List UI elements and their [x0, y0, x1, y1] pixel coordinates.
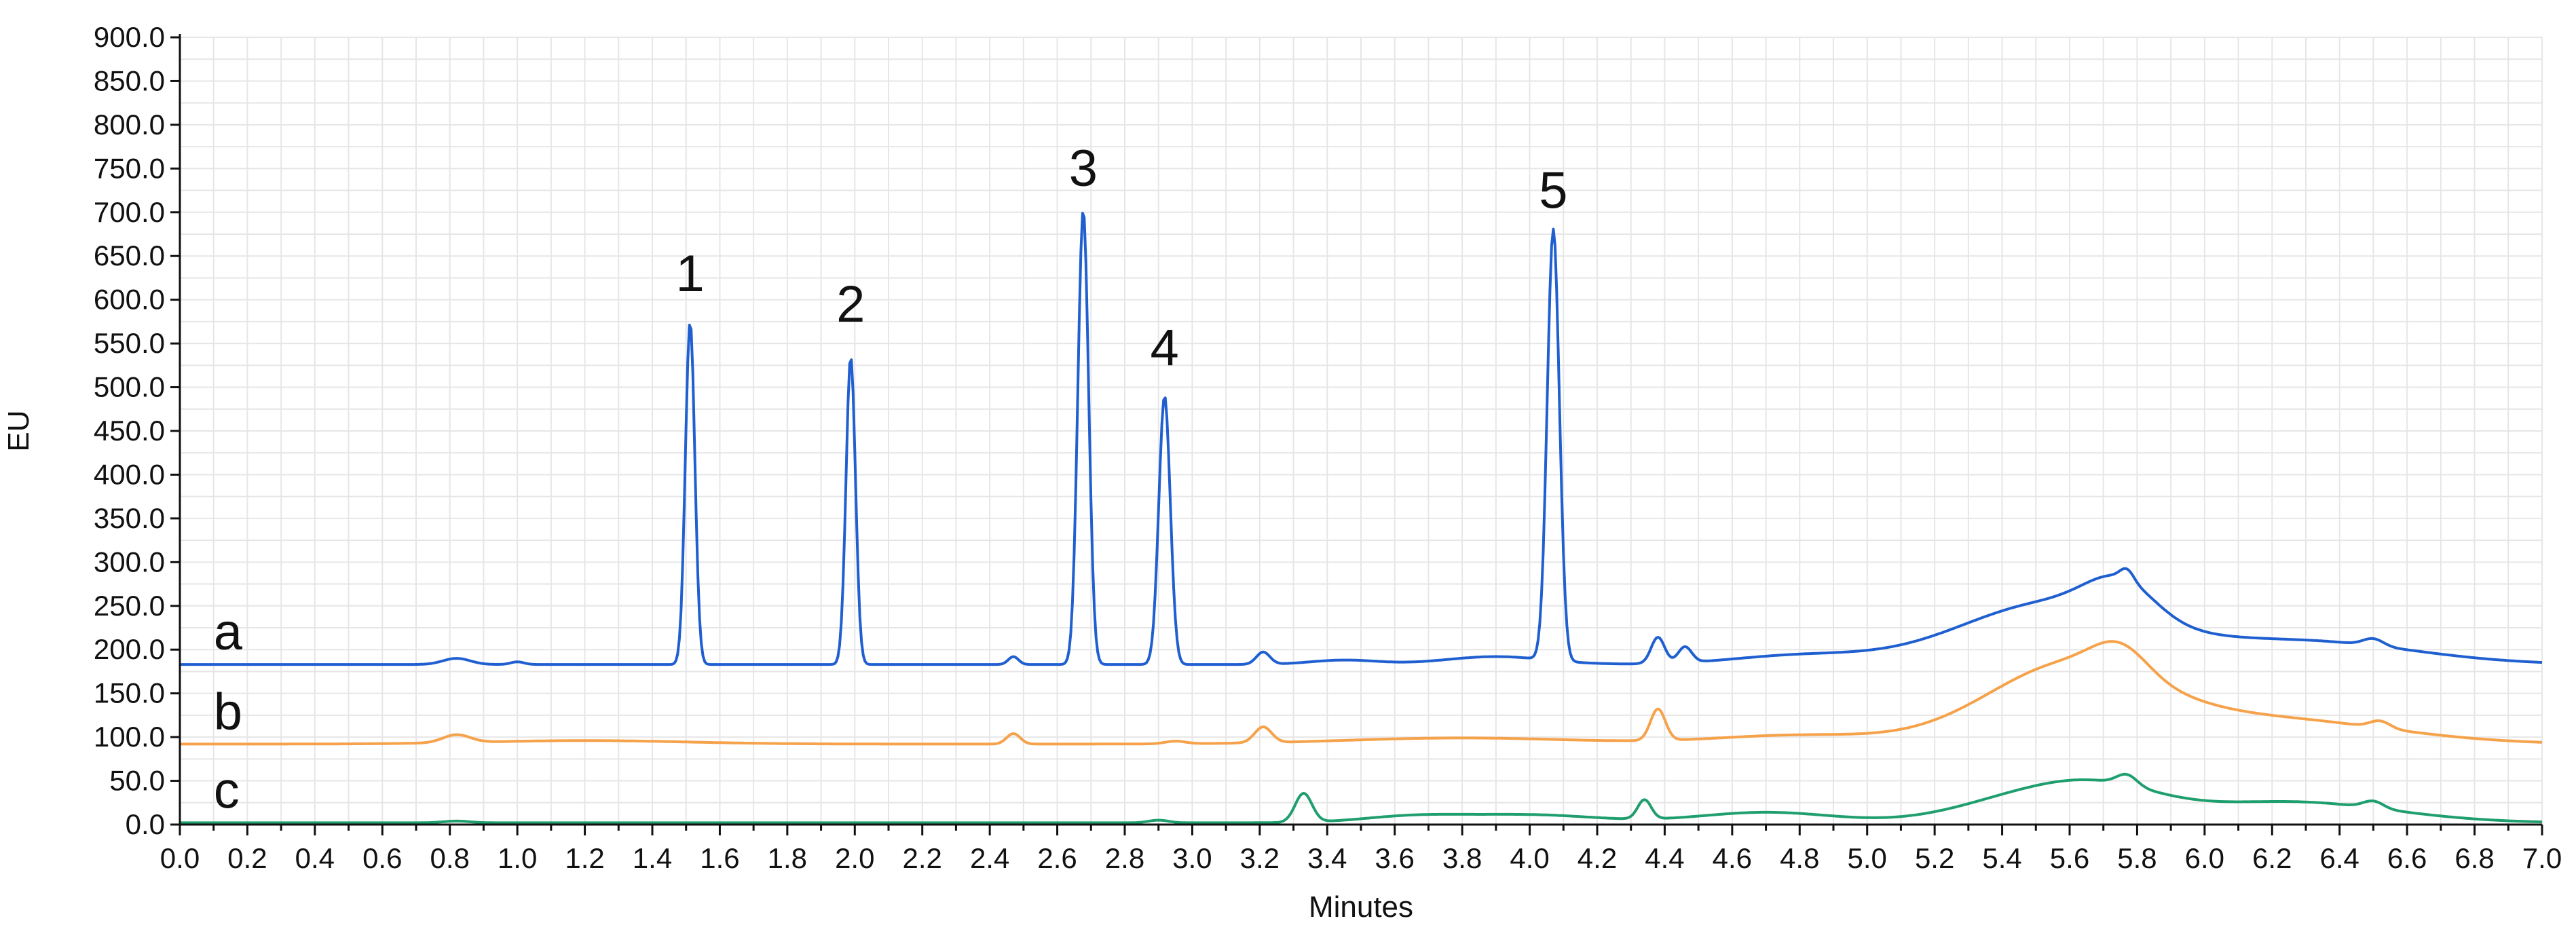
x-tick-label: 3.6: [1375, 842, 1415, 874]
x-tick-label: 4.4: [1645, 842, 1684, 874]
x-tick-label: 6.0: [2185, 842, 2224, 874]
y-tick-label: 500.0: [94, 371, 165, 403]
y-tick-label: 100.0: [94, 721, 165, 753]
trace-line-c: [180, 772, 2543, 825]
y-tick-label: 150.0: [94, 677, 165, 709]
y-tick-label: 650.0: [94, 240, 165, 271]
x-tick-label: 2.6: [1037, 842, 1077, 874]
y-tick-label: 750.0: [94, 152, 165, 184]
x-tick-label: 4.0: [1510, 842, 1549, 874]
y-tick-label: 700.0: [94, 196, 165, 228]
y-tick-label: 400.0: [94, 458, 165, 490]
label-layer: abc 1 2 3 4 5: [214, 140, 1568, 819]
x-tick-label: 5.4: [1982, 842, 2021, 874]
trace-label-c: c: [214, 761, 240, 819]
peak-label-3: 3: [1069, 140, 1098, 197]
peak-label-5: 5: [1539, 162, 1567, 219]
x-tick-label: 4.6: [1713, 842, 1752, 874]
y-tick-label: 0.0: [126, 808, 165, 840]
x-tick-label: 0.4: [295, 842, 335, 874]
y-tick-label: 900.0: [94, 21, 165, 53]
x-tick-label: 5.2: [1915, 842, 1954, 874]
x-tick-label: 6.8: [2454, 842, 2494, 874]
y-tick-label: 600.0: [94, 284, 165, 316]
y-tick-label: 200.0: [94, 633, 165, 665]
x-tick-label: 4.2: [1578, 842, 1617, 874]
trace-line-b: [180, 640, 2543, 746]
trace-label-a: a: [214, 603, 243, 661]
y-axis-title: EU: [2, 410, 35, 451]
x-tick-label: 0.0: [160, 842, 200, 874]
y-tick-label: 50.0: [109, 765, 165, 797]
x-tick-label: 5.8: [2117, 842, 2157, 874]
peak-label-1: 1: [676, 245, 705, 303]
x-tick-label: 0.6: [362, 842, 402, 874]
y-tick-label: 800.0: [94, 109, 165, 140]
x-tick-label: 5.6: [2050, 842, 2089, 874]
x-tick-label: 2.8: [1105, 842, 1144, 874]
axis-layer: 0.050.0100.0150.0200.0250.0300.0350.0400…: [94, 21, 2562, 874]
trace-line-a: [180, 212, 2543, 666]
x-tick-label: 2.4: [970, 842, 1009, 874]
x-tick-label: 0.8: [430, 842, 470, 874]
x-tick-label: 1.2: [565, 842, 604, 874]
x-tick-label: 4.8: [1780, 842, 1819, 874]
grid-layer: [179, 37, 2543, 825]
x-tick-label: 6.6: [2387, 842, 2427, 874]
x-tick-label: 6.2: [2252, 842, 2292, 874]
y-tick-label: 250.0: [94, 590, 165, 622]
y-tick-label: 550.0: [94, 327, 165, 359]
x-tick-label: 1.4: [633, 842, 672, 874]
peak-label-2: 2: [836, 276, 865, 333]
trace-layer: [180, 212, 2543, 825]
x-tick-label: 3.8: [1442, 842, 1482, 874]
y-tick-label: 300.0: [94, 546, 165, 578]
x-tick-label: 7.0: [2522, 842, 2562, 874]
x-tick-label: 3.4: [1307, 842, 1347, 874]
trace-label-b: b: [214, 683, 242, 740]
y-tick-label: 350.0: [94, 502, 165, 534]
x-axis-title: Minutes: [1309, 890, 1413, 924]
y-tick-label: 450.0: [94, 415, 165, 447]
x-tick-label: 0.2: [227, 842, 267, 874]
x-tick-label: 3.0: [1172, 842, 1212, 874]
x-tick-label: 2.0: [835, 842, 874, 874]
x-tick-label: 5.0: [1848, 842, 1887, 874]
y-tick-label: 850.0: [94, 64, 165, 96]
peak-label-4: 4: [1151, 319, 1179, 377]
x-tick-label: 1.6: [700, 842, 739, 874]
x-tick-label: 1.0: [498, 842, 537, 874]
x-tick-label: 3.2: [1240, 842, 1280, 874]
x-tick-label: 1.8: [768, 842, 807, 874]
x-tick-label: 6.4: [2320, 842, 2359, 874]
x-tick-label: 2.2: [903, 842, 942, 874]
